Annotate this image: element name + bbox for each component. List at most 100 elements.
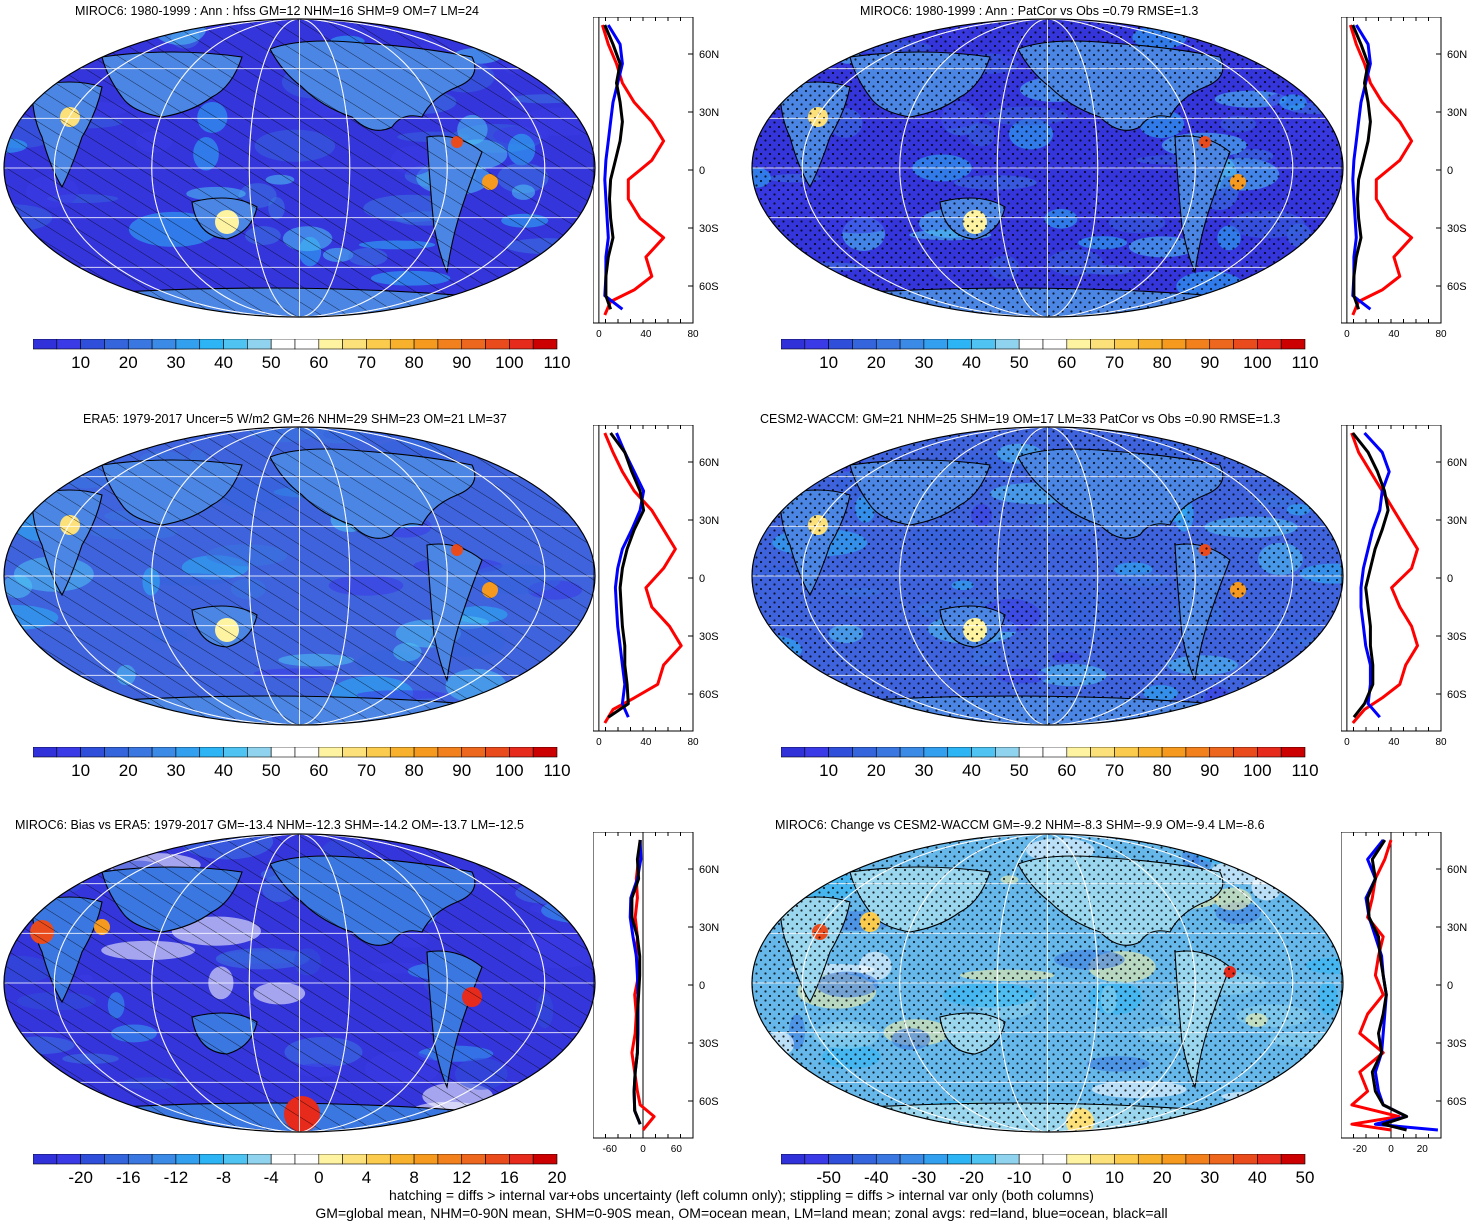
colorbar-tick-label: 80 (1153, 761, 1172, 780)
zonal-series-ocean (1364, 839, 1439, 1132)
colorbar-swatch (875, 747, 901, 758)
colorbar-swatch (485, 339, 510, 350)
colorbar-tick-label: 10 (819, 353, 838, 372)
zonal-mean-plot: W m-20408060N30N030S60S (1341, 17, 1467, 340)
colorbar-swatch (1137, 1154, 1163, 1165)
colorbar-tick-label: -16 (116, 1168, 141, 1187)
colorbar-tick-label: 0 (314, 1168, 323, 1187)
colorbar-swatch (1042, 1154, 1068, 1165)
zonal-lat-label: 0 (699, 573, 705, 585)
colorbar-swatch (461, 747, 486, 758)
colorbar-tick-label: 50 (1010, 353, 1029, 372)
colorbar-tick-label: 8 (409, 1168, 418, 1187)
colorbar-tick-label: 80 (405, 761, 424, 780)
zonal-x-tick-label: 0 (596, 329, 602, 340)
colorbar-swatch (247, 1154, 272, 1165)
colorbar-swatch (294, 747, 320, 758)
zonal-series-all (1366, 839, 1409, 1132)
colorbar-tick-label: 110 (543, 353, 570, 372)
colorbar-swatch (104, 1154, 129, 1165)
colorbar-swatch (828, 1154, 853, 1165)
zonal-lat-label: 60S (1447, 281, 1467, 293)
colorbar-swatch (923, 1154, 949, 1165)
colorbar: 10 20 30 40 50 60 70 80 90 100 110 (33, 747, 571, 780)
colorbar-swatch (485, 747, 510, 758)
colorbar-swatch (199, 747, 224, 758)
colorbar-swatch (509, 339, 534, 350)
colorbar-swatch (294, 339, 320, 350)
colorbar-tick-label: 100 (495, 761, 523, 780)
zonal-lat-label: 30N (699, 515, 719, 527)
colorbar-swatch (413, 747, 439, 758)
colorbar-tick-label: 30 (1200, 1168, 1219, 1187)
colorbar-swatch (1257, 1154, 1282, 1165)
colorbar-tick-label: -50 (816, 1168, 841, 1187)
colorbar-swatch (1090, 339, 1115, 350)
zonal-series-land (603, 432, 683, 724)
colorbar-swatch (923, 339, 949, 350)
colorbar-swatch (1161, 747, 1187, 758)
colorbar-tick-label: 100 (1243, 761, 1271, 780)
colorbar-swatch (1280, 747, 1306, 758)
colorbar-tick-label: 80 (405, 353, 424, 372)
colorbar-tick-label: 16 (500, 1168, 519, 1187)
colorbar-swatch (389, 747, 415, 758)
zonal-x-tick-label: -20 (1353, 1144, 1368, 1155)
colorbar-tick-label: 100 (495, 353, 523, 372)
zonal-mean-plot: W m-20408060N30N030S60S (1341, 425, 1467, 748)
colorbar-swatch (899, 339, 925, 350)
colorbar-swatch (875, 339, 901, 350)
colorbar-tick-label: -10 (1007, 1168, 1032, 1187)
colorbar-swatch (532, 1154, 558, 1165)
zonal-lat-label: 0 (1447, 165, 1453, 177)
colorbar-swatch (461, 1154, 486, 1165)
colorbar-tick-label: 110 (1291, 761, 1318, 780)
colorbar-tick-label: 60 (1057, 353, 1076, 372)
colorbar-swatch (781, 747, 806, 758)
colorbar-swatch (804, 339, 829, 350)
zonal-x-tick-label: 40 (1388, 737, 1400, 748)
colorbar-swatch (1114, 339, 1139, 350)
colorbar-swatch (804, 747, 829, 758)
zonal-lat-label: 30S (1447, 1038, 1467, 1050)
colorbar-swatch (1209, 339, 1234, 350)
colorbar-tick-label: 40 (214, 353, 233, 372)
colorbar-swatch (247, 339, 272, 350)
colorbar-swatch (389, 339, 415, 350)
colorbar-tick-label: 20 (119, 353, 138, 372)
zonal-lat-label: 60N (1447, 49, 1467, 61)
colorbar-swatch (1185, 339, 1211, 350)
colorbar-swatch (1280, 1154, 1306, 1165)
zonal-series-land (630, 839, 656, 1131)
colorbar-tick-label: 50 (262, 761, 281, 780)
colorbar-swatch (781, 339, 806, 350)
colorbar-swatch (175, 339, 201, 350)
colorbar-swatch (437, 339, 463, 350)
zonal-series-ocean (1359, 431, 1391, 719)
colorbar-swatch (1257, 747, 1282, 758)
zonal-lat-label: 60N (699, 864, 719, 876)
zonal-series-land (1350, 432, 1419, 724)
colorbar-swatch (104, 747, 129, 758)
colorbar-swatch (899, 747, 925, 758)
zonal-series-all (630, 839, 642, 1125)
colorbar-swatch (1137, 339, 1163, 350)
colorbar-swatch (971, 339, 996, 350)
colorbar-swatch (1185, 747, 1211, 758)
colorbar-swatch (366, 1154, 391, 1165)
zonal-lat-label: 0 (1447, 573, 1453, 585)
zonal-lat-label: 60N (1447, 864, 1467, 876)
colorbar-tick-label: 12 (452, 1168, 471, 1187)
colorbar-swatch (270, 1154, 296, 1165)
colorbar-swatch (389, 1154, 415, 1165)
colorbar-swatch (1090, 747, 1115, 758)
panel-title: MIROC6: Change vs CESM2-WACCM GM=-9.2 NH… (775, 818, 1265, 832)
zonal-x-tick-label: 80 (687, 737, 699, 748)
colorbar-swatch (318, 747, 343, 758)
colorbar-swatch (532, 339, 558, 350)
colorbar-swatch (437, 1154, 463, 1165)
colorbar-swatch (1090, 1154, 1115, 1165)
zonal-lat-label: 30S (1447, 223, 1467, 235)
